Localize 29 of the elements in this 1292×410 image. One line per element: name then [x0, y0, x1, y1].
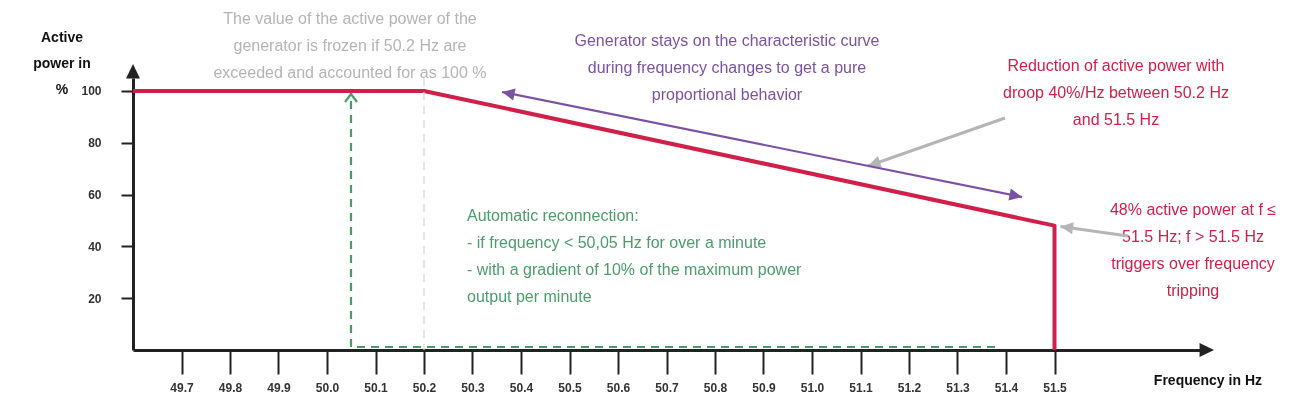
x-tick-label: 50.9	[752, 380, 776, 395]
x-tick-label: 51.2	[897, 380, 922, 395]
x-tick-label: 50.8	[703, 380, 728, 395]
x-tick-label: 50.7	[655, 380, 679, 395]
y-tick-label: 60	[88, 188, 102, 203]
x-tick-label: 50.1	[364, 380, 388, 395]
x-tick-label: 50.3	[461, 380, 485, 395]
x-tick-label: 49.7	[170, 380, 194, 395]
annotation: Automatic reconnection: - if frequency < 50,05 Hz for over a minute - with a gradient of 10% of the maximum power output per minute	[467, 207, 803, 305]
x-tick-label: 51.3	[946, 380, 970, 395]
x-tick-label: 49.8	[218, 380, 243, 395]
x-tick-label: 49.9	[267, 380, 291, 395]
x-tick-label: 51.1	[849, 380, 873, 395]
annotation: Generator stays on the characteristic curve during frequency changes to get a pure proportional behavior	[574, 32, 880, 103]
x-tick-label: 50.6	[606, 380, 631, 395]
x-tick-label: 50.2	[412, 380, 437, 395]
x-tick-label: 50.4	[509, 380, 534, 395]
x-axis-title: Frequency in Hz	[1153, 372, 1262, 388]
y-tick-label: 80	[88, 136, 102, 151]
y-tick-label: 100	[81, 84, 102, 99]
x-tick-label: 51.0	[800, 380, 825, 395]
y-tick-label: 40	[88, 239, 102, 254]
x-tick-label: 50.0	[315, 380, 340, 395]
x-tick-label: 51.5	[1043, 380, 1067, 395]
ref-line-label: The value of the active power of the generator is frozen if 50.2 Hz are exceeded and accounted for as 100 %	[213, 10, 487, 81]
y-tick-label: 20	[88, 291, 102, 306]
x-tick-label: 51.4	[994, 380, 1019, 395]
x-tick-label: 50.5	[558, 380, 582, 395]
annotation: Reduction of active power with droop 40%/Hz between 50.2 Hz and 51.5 Hz	[1003, 57, 1229, 128]
